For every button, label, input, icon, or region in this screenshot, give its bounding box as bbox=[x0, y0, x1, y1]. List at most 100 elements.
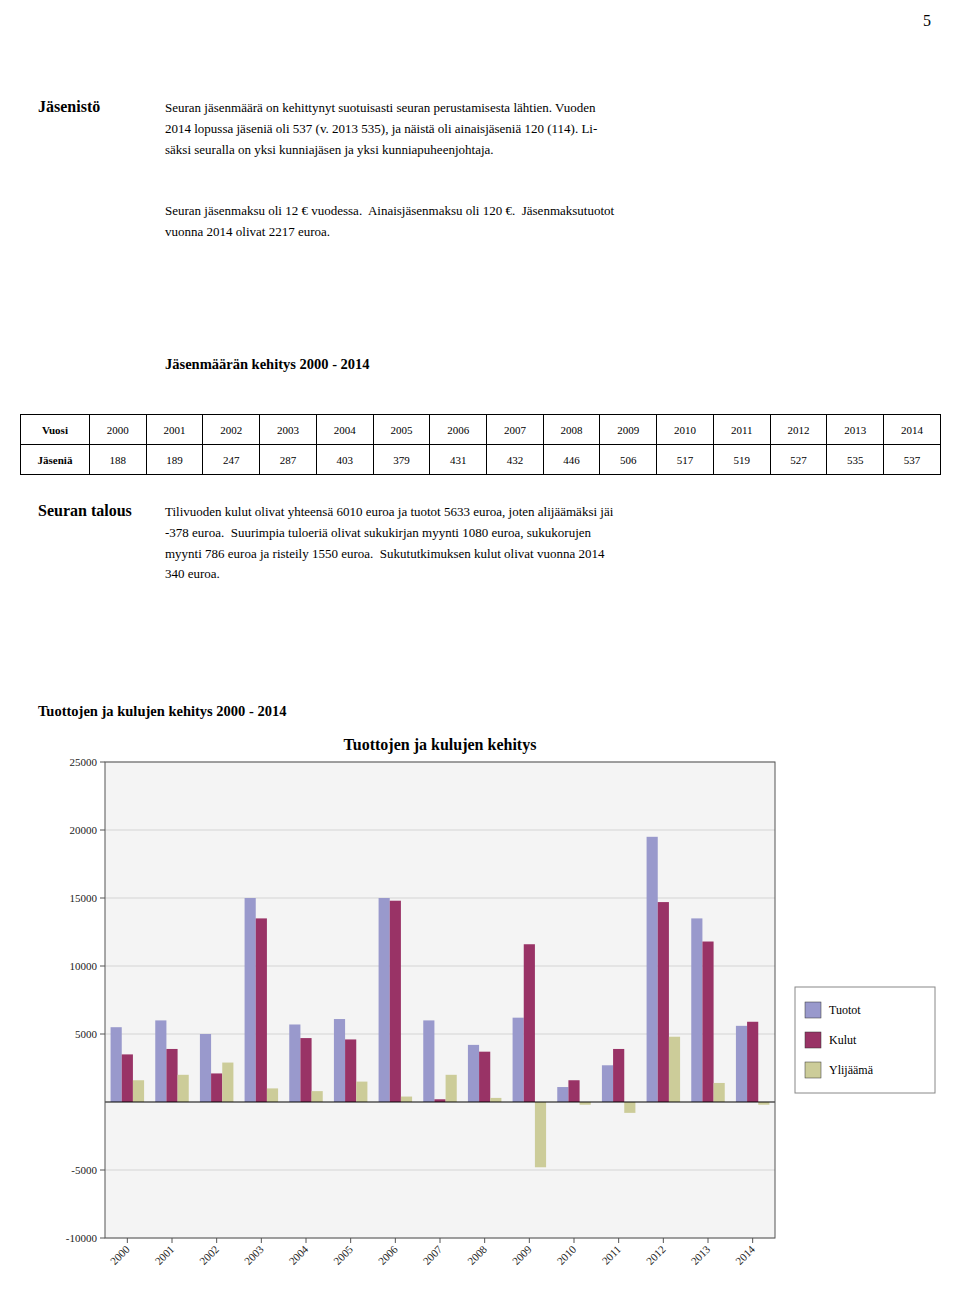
y-tick bbox=[100, 762, 105, 763]
bar bbox=[111, 1027, 122, 1102]
x-tick-label: 2010 bbox=[554, 1243, 578, 1267]
table-cell: 189 bbox=[146, 445, 203, 475]
row-label: Jäseniä bbox=[21, 445, 90, 475]
table-cell: 527 bbox=[770, 445, 827, 475]
table-body: Vuosi20002001200220032004200520062007200… bbox=[21, 415, 941, 475]
zero-line bbox=[105, 1102, 775, 1103]
legend-swatch bbox=[805, 1002, 821, 1018]
table-cell: 403 bbox=[316, 445, 373, 475]
y-tick bbox=[100, 1170, 105, 1171]
y-tick-label: 20000 bbox=[70, 824, 98, 836]
y-tick-label: 15000 bbox=[70, 892, 98, 904]
table-cell: 2011 bbox=[713, 415, 770, 445]
bar bbox=[557, 1087, 568, 1102]
table-cell: 188 bbox=[90, 445, 147, 475]
page: 5 Jäsenistö Seuran jäsenmäärä on kehittyny… bbox=[0, 0, 960, 1296]
x-tick-label: 2006 bbox=[376, 1243, 400, 1267]
x-tick-label: 2008 bbox=[465, 1243, 489, 1267]
bar bbox=[300, 1038, 311, 1102]
bar bbox=[691, 918, 702, 1102]
legend-swatch bbox=[805, 1032, 821, 1048]
bar bbox=[390, 901, 401, 1102]
bar bbox=[379, 898, 390, 1102]
x-tick bbox=[440, 1238, 441, 1243]
chart-title: Tuottojen ja kulujen kehitys bbox=[344, 736, 537, 754]
y-tick-label: 5000 bbox=[75, 1028, 98, 1040]
y-tick bbox=[100, 830, 105, 831]
bar bbox=[524, 944, 535, 1102]
bar bbox=[423, 1020, 434, 1102]
bar bbox=[647, 837, 658, 1102]
legend-label: Kulut bbox=[829, 1033, 857, 1047]
section-title: Jäsenistö bbox=[38, 98, 100, 116]
member-table: Vuosi20002001200220032004200520062007200… bbox=[20, 414, 941, 475]
x-tick bbox=[350, 1238, 351, 1243]
table-cell: 537 bbox=[884, 445, 941, 475]
x-tick-label: 2009 bbox=[510, 1243, 534, 1267]
table-cell: 2006 bbox=[430, 415, 487, 445]
bar bbox=[490, 1098, 501, 1102]
bar bbox=[736, 1026, 747, 1102]
table-cell: 431 bbox=[430, 445, 487, 475]
bar bbox=[535, 1102, 546, 1167]
bar bbox=[513, 1018, 524, 1102]
plot-frame bbox=[105, 762, 775, 1238]
bar bbox=[211, 1073, 222, 1102]
table-cell: 506 bbox=[600, 445, 657, 475]
bar bbox=[602, 1065, 613, 1102]
bar bbox=[624, 1102, 635, 1113]
x-tick bbox=[306, 1238, 307, 1243]
table-title: Jäsenmäärän kehitys 2000 - 2014 bbox=[165, 356, 370, 373]
grid-line bbox=[105, 966, 775, 967]
chart-section-title: Tuottojen ja kulujen kehitys 2000 - 2014 bbox=[38, 703, 286, 720]
x-tick-label: 2005 bbox=[331, 1243, 355, 1267]
paragraph: Tilivuoden kulut olivat yhteensä 6010 eu… bbox=[165, 502, 613, 585]
table-cell: 2008 bbox=[543, 415, 600, 445]
bar bbox=[334, 1019, 345, 1102]
bar bbox=[613, 1049, 624, 1102]
table-row: Vuosi20002001200220032004200520062007200… bbox=[21, 415, 941, 445]
bar bbox=[312, 1091, 323, 1102]
x-tick bbox=[216, 1238, 217, 1243]
bar bbox=[714, 1083, 725, 1102]
bars bbox=[111, 837, 770, 1167]
table-cell: 2005 bbox=[373, 415, 430, 445]
page-number: 5 bbox=[923, 12, 931, 30]
x-tick bbox=[261, 1238, 262, 1243]
section-title: Seuran talous bbox=[38, 502, 132, 520]
table-cell: 287 bbox=[260, 445, 317, 475]
bar bbox=[747, 1022, 758, 1102]
row-label: Vuosi bbox=[21, 415, 90, 445]
table-cell: 519 bbox=[713, 445, 770, 475]
x-tick-label: 2004 bbox=[286, 1243, 310, 1267]
x-tick bbox=[529, 1238, 530, 1243]
bar bbox=[658, 902, 669, 1102]
x-tick-label: 2014 bbox=[733, 1243, 757, 1267]
y-tick bbox=[100, 1034, 105, 1035]
x-tick bbox=[752, 1238, 753, 1243]
y-tick-label: 25000 bbox=[70, 756, 98, 768]
x-tick bbox=[618, 1238, 619, 1243]
bar bbox=[401, 1097, 412, 1102]
table-cell: 2002 bbox=[203, 415, 260, 445]
x-tick bbox=[127, 1238, 128, 1243]
paragraph: Seuran jäsenmaksu oli 12 € vuodessa. Ain… bbox=[165, 201, 614, 243]
bar bbox=[222, 1063, 233, 1102]
bar bbox=[155, 1020, 166, 1102]
y-tick-label: -5000 bbox=[71, 1164, 97, 1176]
y-tick-label: -10000 bbox=[66, 1232, 98, 1244]
paragraph: Seuran jäsenmäärä on kehittynyt suotuisa… bbox=[165, 98, 597, 160]
x-tick bbox=[172, 1238, 173, 1243]
grid-line bbox=[105, 898, 775, 899]
legend: TuototKulutYlijäämä bbox=[795, 987, 935, 1093]
y-tick-label: 10000 bbox=[70, 960, 98, 972]
x-tick bbox=[574, 1238, 575, 1243]
table-cell: 2013 bbox=[827, 415, 884, 445]
x-tick bbox=[663, 1238, 664, 1243]
bar bbox=[468, 1045, 479, 1102]
bar bbox=[122, 1054, 133, 1102]
x-tick bbox=[484, 1238, 485, 1243]
table-cell: 2004 bbox=[316, 415, 373, 445]
x-tick-label: 2003 bbox=[242, 1243, 266, 1267]
table-cell: 2007 bbox=[487, 415, 544, 445]
